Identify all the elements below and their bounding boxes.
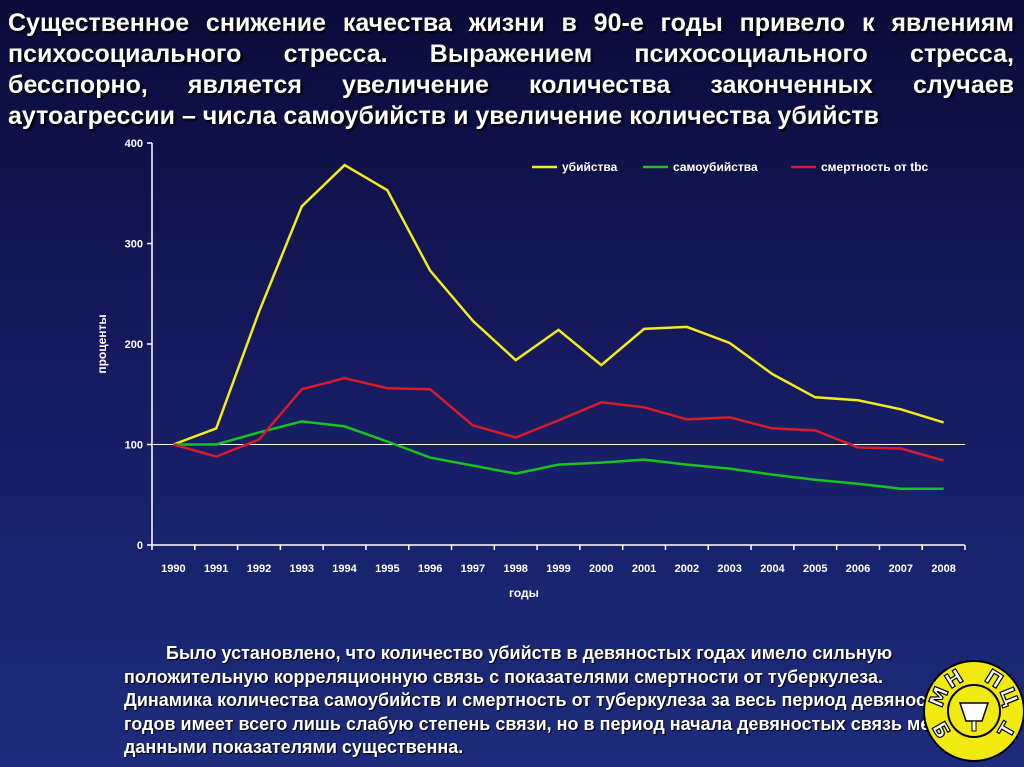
legend: убийства самоубийства смертность от tbc [532, 160, 929, 174]
x-tick-label: 1992 [247, 563, 271, 575]
x-tick-labels: 1990 1991 1992 1993 1994 1995 1996 1997 1998 1999… [161, 563, 956, 575]
series-line-самоубийства [173, 420, 944, 490]
y-tick-label: 200 [125, 339, 143, 351]
y-axis-label: проценты [95, 314, 109, 373]
x-tick-label: 1997 [461, 563, 485, 575]
y-tick-label: 0 [137, 540, 143, 552]
conclusion-text: Было установлено, что количество убийств… [124, 642, 968, 760]
x-tick-label: 1990 [161, 563, 185, 575]
x-tick-label: 1996 [418, 563, 442, 575]
x-tick-label: 2007 [889, 563, 913, 575]
x-tick-label: 1994 [332, 563, 357, 575]
x-tick-label: 1995 [375, 563, 399, 575]
legend-label: смертность от tbc [821, 160, 929, 174]
x-tick-label: 2004 [760, 563, 785, 575]
x-tick-label: 2000 [589, 563, 613, 575]
slide-title: Существенное снижение качества жизни в 9… [8, 9, 1014, 130]
x-tick-label: 2001 [632, 563, 656, 575]
series-lines [172, 163, 944, 490]
x-tick-label: 1993 [290, 563, 314, 575]
x-tick-label: 2008 [931, 563, 955, 575]
x-tick-label: 2006 [846, 563, 870, 575]
y-tick-label: 300 [125, 239, 143, 251]
x-axis-label: годы [509, 586, 539, 600]
series-line-смертность-от-tbc [173, 376, 944, 462]
cup-icon [958, 702, 990, 722]
conclusion-text-content: Было установлено, что количество убийств… [124, 643, 965, 757]
y-tick-labels: 0 100 200 300 400 [125, 138, 143, 552]
x-tick-label: 1991 [204, 563, 228, 575]
x-tick-label: 2005 [803, 563, 827, 575]
legend-label: самоубийства [673, 160, 758, 174]
legend-label: убийства [562, 160, 618, 174]
cup-stem-icon [971, 720, 977, 732]
x-tick-label: 1999 [546, 563, 570, 575]
x-tick-label: 2002 [675, 563, 699, 575]
y-tick-label: 400 [125, 138, 143, 150]
axes [147, 142, 966, 550]
x-tick-label: 2003 [717, 563, 741, 575]
mnpc-btt-logo: МН ПЦБ Т [923, 660, 1024, 762]
y-tick-label: 100 [125, 440, 143, 452]
series-line-убийства [172, 163, 944, 446]
x-tick-label: 1998 [503, 563, 527, 575]
